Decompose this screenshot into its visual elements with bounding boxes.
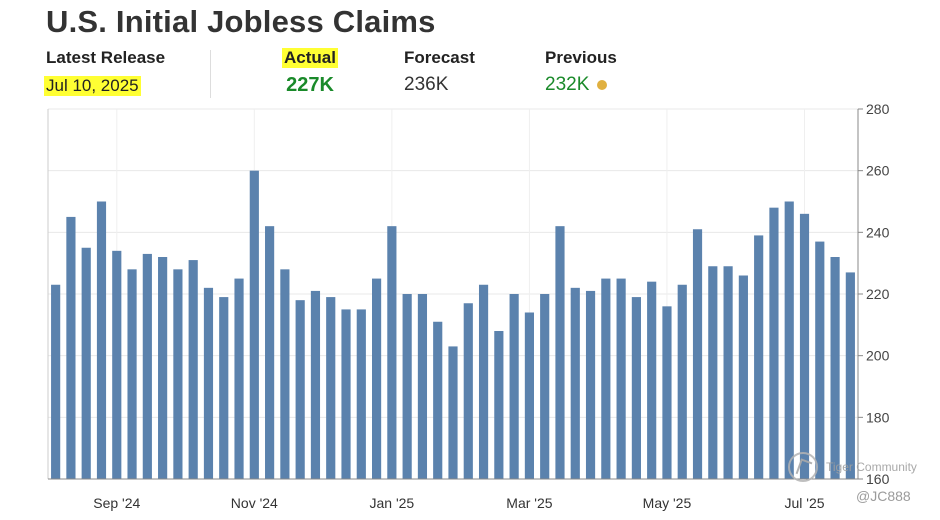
x-tick-label: May '25 [643, 495, 692, 511]
x-axis-ticks: Sep '24 Nov '24 Jan '25 Mar '25 May '25 Jul '… [93, 495, 824, 511]
previous-status-dot-icon [597, 79, 608, 90]
x-tick-label: Sep '24 [93, 495, 140, 511]
bar [51, 284, 61, 479]
bar [601, 278, 611, 479]
tiger-logo-icon [788, 452, 818, 482]
bar [509, 294, 519, 479]
bar [815, 241, 825, 479]
bar [845, 272, 855, 479]
watermark-handle: @JC888 [856, 488, 911, 504]
y-tick-label: 200 [866, 348, 890, 364]
bar [585, 290, 596, 479]
bar [433, 321, 443, 479]
x-tick-label: Jan '25 [370, 495, 415, 511]
bar [158, 257, 168, 479]
bar [616, 278, 626, 479]
forecast-stat: Forecast 236K [402, 48, 477, 96]
chart-bars [51, 170, 855, 480]
bar [463, 303, 473, 479]
forecast-value: 236K [404, 74, 449, 95]
bar [647, 281, 657, 479]
bar [96, 201, 107, 479]
bar [66, 216, 76, 479]
bar [387, 226, 397, 479]
bar [478, 284, 489, 479]
y-tick-label: 220 [866, 286, 890, 302]
bar [310, 290, 321, 479]
bar [127, 269, 137, 479]
bar [142, 253, 152, 479]
y-tick-label: 160 [866, 471, 890, 487]
y-axis-ticks: 160 180 200 220 240 260 280 [858, 101, 890, 487]
bar [708, 266, 718, 479]
bar [555, 226, 565, 479]
bar [799, 213, 810, 480]
bar [677, 284, 687, 479]
header-divider [210, 50, 211, 98]
latest-release-value: Jul 10, 2025 [44, 76, 141, 96]
previous-label: Previous [545, 48, 617, 67]
y-tick-label: 260 [866, 163, 890, 179]
previous-value: 232K [545, 74, 590, 95]
watermark-name: Tiger Community [826, 460, 917, 474]
bar [295, 300, 305, 479]
bar [524, 312, 534, 479]
bar [417, 294, 428, 479]
bar [188, 260, 198, 479]
bar [754, 235, 764, 479]
bar [723, 266, 733, 479]
bar [203, 287, 214, 479]
actual-value: 227K [286, 74, 334, 96]
forecast-label: Forecast [404, 48, 475, 67]
latest-release-label: Latest Release [46, 48, 166, 67]
x-tick-label: Nov '24 [231, 495, 278, 511]
watermark: Tiger Community @JC888 [788, 452, 928, 512]
page-title: U.S. Initial Jobless Claims [46, 4, 436, 39]
bar [494, 331, 504, 479]
bar [692, 229, 703, 479]
bar [219, 297, 229, 479]
bar [402, 294, 412, 479]
bar [280, 269, 290, 479]
actual-stat: Actual 227K [282, 48, 338, 97]
bar [249, 170, 259, 479]
bar [81, 247, 91, 479]
bar [662, 306, 672, 479]
bar [173, 269, 183, 479]
bar [570, 287, 580, 479]
bar [341, 309, 351, 479]
y-tick-label: 240 [866, 224, 890, 240]
x-tick-label: Jul '25 [784, 495, 824, 511]
bar [234, 278, 244, 479]
bar [784, 201, 794, 479]
latest-release-stat: Latest Release Jul 10, 2025 [44, 48, 167, 96]
bar [356, 309, 366, 479]
bar [830, 257, 840, 479]
x-tick-label: Mar '25 [506, 495, 552, 511]
bar [326, 297, 336, 479]
y-tick-label: 180 [866, 409, 890, 425]
bar [372, 278, 382, 479]
bar [738, 275, 748, 479]
bar [448, 346, 458, 479]
actual-label: Actual [282, 48, 338, 68]
bar [540, 294, 550, 479]
bar [769, 207, 779, 479]
bar [112, 250, 122, 479]
bar [265, 226, 275, 479]
y-tick-label: 280 [866, 101, 890, 117]
previous-stat: Previous 232K [543, 48, 619, 96]
bar [631, 297, 641, 479]
